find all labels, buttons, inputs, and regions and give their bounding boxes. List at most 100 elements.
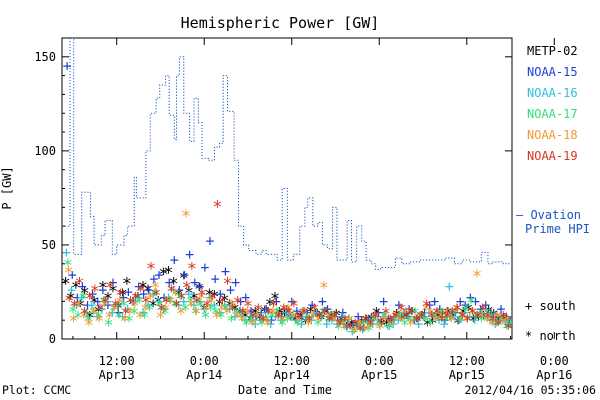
- data-point: *: [306, 303, 316, 323]
- data-point: +: [338, 307, 347, 325]
- data-point: *: [168, 275, 178, 295]
- data-point: +: [440, 315, 449, 333]
- data-point: +: [292, 311, 301, 329]
- data-point: *: [140, 301, 150, 321]
- data-point: *: [299, 305, 309, 325]
- data-point: +: [241, 311, 250, 329]
- data-point: *: [355, 322, 365, 342]
- data-point: +: [445, 307, 454, 325]
- data-point: *: [311, 307, 321, 327]
- data-point: *: [437, 312, 447, 332]
- data-point: *: [446, 312, 456, 332]
- data-point: +: [169, 281, 178, 299]
- data-point: *: [430, 308, 440, 328]
- data-point: *: [186, 297, 196, 317]
- data-point: +: [77, 289, 86, 307]
- data-point: *: [131, 290, 141, 310]
- data-point: *: [146, 260, 156, 280]
- data-point: +: [221, 262, 230, 280]
- data-point: +: [211, 270, 220, 288]
- data-point: *: [319, 278, 329, 298]
- data-point: +: [292, 302, 301, 320]
- data-point: *: [206, 293, 216, 313]
- data-point: +: [210, 296, 219, 314]
- data-point: *: [316, 310, 326, 330]
- data-point: *: [119, 297, 129, 317]
- data-point: *: [345, 320, 355, 340]
- data-point: *: [412, 312, 422, 332]
- data-point: +: [226, 281, 235, 299]
- data-point: *: [104, 308, 114, 328]
- data-point: *: [334, 316, 344, 336]
- x-tick-time-4: 12:00: [449, 354, 485, 368]
- data-point: *: [426, 305, 436, 325]
- data-point: *: [395, 312, 405, 332]
- y-tick-label-150: 150: [34, 50, 56, 64]
- data-layer: ****************************************…: [62, 38, 516, 342]
- data-point: *: [484, 303, 494, 323]
- data-point: *: [416, 308, 426, 328]
- data-point: +: [389, 315, 398, 333]
- data-point: *: [326, 308, 336, 328]
- data-point: *: [209, 288, 219, 308]
- data-point: *: [438, 307, 448, 327]
- data-point: *: [506, 316, 516, 336]
- data-point: *: [120, 312, 130, 332]
- legend-item-noaa-17: NOAA-17: [527, 107, 578, 121]
- data-point: *: [191, 305, 201, 325]
- data-point: *: [427, 314, 437, 334]
- data-point: *: [420, 312, 430, 332]
- data-point: +: [364, 311, 373, 329]
- data-point: *: [237, 312, 247, 332]
- data-point: *: [98, 293, 108, 313]
- data-point: +: [368, 315, 377, 333]
- data-point: +: [68, 266, 77, 284]
- data-point: +: [303, 304, 312, 322]
- data-point: +: [206, 232, 215, 250]
- data-point: +: [139, 285, 148, 303]
- data-point: +: [276, 311, 285, 329]
- legend-marker-south: + south: [525, 299, 576, 313]
- footer-credit: Plot: CCMC: [2, 383, 71, 397]
- data-point: +: [470, 311, 479, 329]
- data-point: *: [247, 312, 257, 332]
- data-point: *: [386, 312, 396, 332]
- data-point: +: [67, 281, 76, 299]
- data-point: *: [364, 322, 374, 342]
- data-point: +: [82, 304, 91, 322]
- data-point: +: [400, 304, 409, 322]
- y-axis-label: P [GW]: [0, 166, 14, 209]
- data-point: *: [339, 320, 349, 340]
- data-point: +: [358, 321, 367, 339]
- data-point: *: [478, 308, 488, 328]
- data-point: *: [397, 310, 407, 330]
- data-point: *: [265, 295, 275, 315]
- x-axis-label: Date and Time: [238, 383, 332, 397]
- data-point: *: [330, 308, 340, 328]
- data-point: *: [504, 314, 514, 334]
- data-point: +: [261, 304, 270, 322]
- data-point: *: [83, 312, 93, 332]
- series-noaa-17: ****************************************…: [63, 256, 516, 342]
- data-point: +: [231, 274, 240, 292]
- data-point: *: [435, 305, 445, 325]
- data-point: +: [475, 304, 484, 322]
- legend-item-noaa-15: NOAA-15: [527, 65, 578, 79]
- data-point: *: [452, 301, 462, 321]
- data-point: *: [294, 308, 304, 328]
- data-point: *: [247, 316, 257, 336]
- data-point: +: [501, 313, 510, 331]
- data-point: *: [443, 305, 453, 325]
- data-point: *: [166, 293, 176, 313]
- data-point: *: [255, 310, 265, 330]
- data-point: *: [221, 301, 231, 321]
- x-tick-time-0: 12:00: [99, 354, 135, 368]
- data-point: *: [128, 295, 138, 315]
- data-point: *: [411, 312, 421, 332]
- data-point: *: [115, 286, 125, 306]
- data-point: +: [363, 313, 372, 331]
- data-point: *: [416, 308, 426, 328]
- data-point: *: [245, 312, 255, 332]
- data-point: +: [272, 292, 281, 310]
